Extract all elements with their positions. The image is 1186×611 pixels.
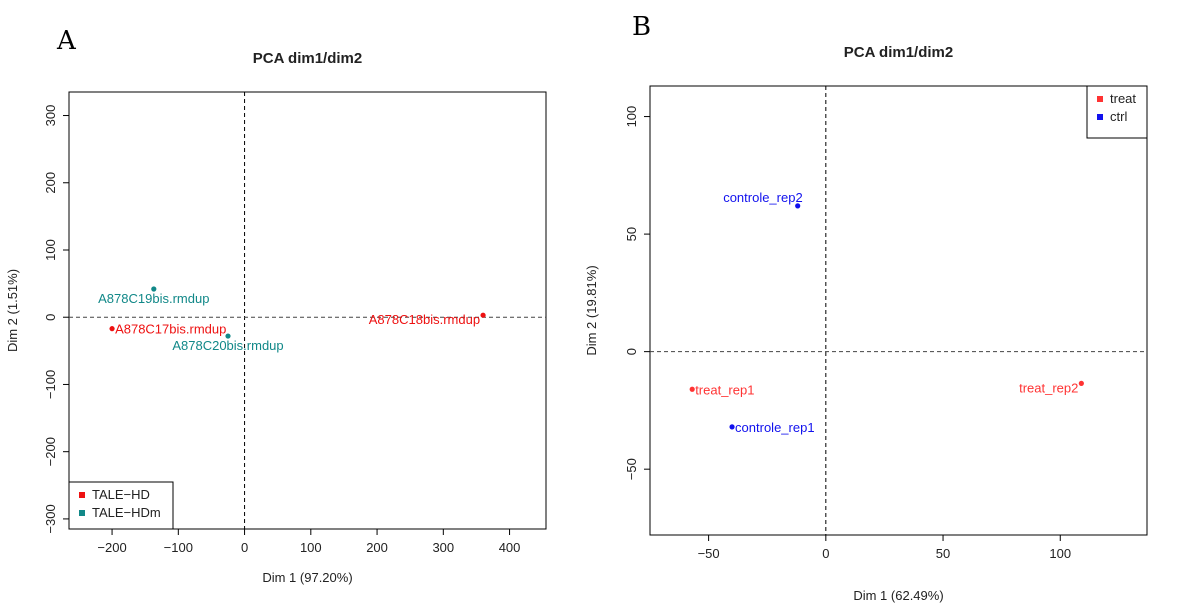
chart-a-point [480, 312, 486, 318]
chart-a-point [151, 286, 157, 292]
chart-a-xlabel: Dim 1 (97.20%) [262, 570, 352, 585]
chart-b-ytick-label: 0 [624, 348, 639, 355]
chart-b-point [689, 386, 695, 392]
chart-a-point [109, 326, 115, 332]
chart-b-xtick-label: 50 [936, 546, 950, 561]
chart-a-ytick-label: 0 [43, 314, 58, 321]
chart-b-legend-swatch [1097, 96, 1103, 102]
chart-a-ytick-label: −100 [43, 370, 58, 399]
chart-a-legend-swatch [79, 510, 85, 516]
chart-a-point-label: A878C18bis.rmdup [369, 312, 480, 327]
chart-a-xtick-label: −100 [164, 540, 193, 555]
chart-b-ytick-label: −50 [624, 458, 639, 480]
chart-a-title: PCA dim1/dim2 [253, 50, 362, 67]
chart-a-ytick-label: 100 [43, 239, 58, 261]
chart-b-point-label: treat_rep1 [695, 382, 754, 397]
chart-b-plot-frame [649, 85, 1148, 536]
chart-b-legend-swatch [1097, 114, 1103, 120]
chart-a-point-label: A878C17bis.rmdup [115, 322, 226, 337]
chart-b-xlabel: Dim 1 (62.49%) [853, 588, 943, 603]
chart-b-ytick-label: 50 [624, 227, 639, 241]
chart-a-xtick-label: 100 [300, 540, 322, 555]
chart-b-legend-label: ctrl [1110, 109, 1127, 124]
chart-a-xtick-label: 400 [499, 540, 521, 555]
chart-b-ylabel: Dim 2 (19.81%) [584, 265, 599, 355]
chart-b-point-label: controle_rep2 [723, 190, 803, 205]
chart-a-point-label: A878C20bis.rmdup [172, 338, 283, 353]
chart-a-xtick-label: −200 [97, 540, 126, 555]
chart-b-legend-box [1086, 85, 1148, 139]
chart-b-point [729, 424, 735, 430]
chart-a-ylabel: Dim 2 (1.51%) [5, 269, 20, 352]
chart-a-ytick-label: −200 [43, 437, 58, 466]
chart-a-point-label: A878C19bis.rmdup [98, 291, 209, 306]
chart-b-point-label: controle_rep1 [735, 420, 815, 435]
chart-a-legend-label: TALE−HDm [92, 505, 161, 520]
chart-b-xtick-label: −50 [698, 546, 720, 561]
chart-a-xtick-label: 200 [366, 540, 388, 555]
chart-b-point [1078, 380, 1084, 386]
chart-b-xtick-label: 0 [822, 546, 829, 561]
chart-a-legend-swatch [79, 492, 85, 498]
chart-a-ytick-label: 200 [43, 172, 58, 194]
chart-a-ytick-label: −300 [43, 504, 58, 533]
chart-b-xtick-label: 100 [1049, 546, 1071, 561]
chart-b-ytick-label: 100 [624, 106, 639, 128]
pca-chart-a: PCA dim1/dim2 −200 −100 0 100 200 300 400 −300 −2… [5, 50, 547, 585]
chart-a-xtick-label: 300 [432, 540, 454, 555]
pca-chart-b: PCA dim1/dim2 −50 0 50 100 −50 0 50 100 Dim 1 (62… [584, 44, 1148, 603]
chart-a-ytick-label: 300 [43, 105, 58, 127]
chart-b-point [795, 203, 801, 209]
panel-letter-a: A [56, 26, 77, 56]
panel-letter-b: B [632, 12, 651, 42]
chart-a-xtick-label: 0 [241, 540, 248, 555]
chart-a-plot-frame [68, 91, 547, 530]
chart-a-point [225, 333, 231, 339]
chart-b-legend-label: treat [1110, 91, 1136, 106]
chart-a-legend-label: TALE−HD [92, 487, 150, 502]
chart-b-title: PCA dim1/dim2 [844, 44, 953, 61]
chart-b-point-label: treat_rep2 [1019, 380, 1078, 395]
chart-a-legend-box [68, 481, 174, 530]
